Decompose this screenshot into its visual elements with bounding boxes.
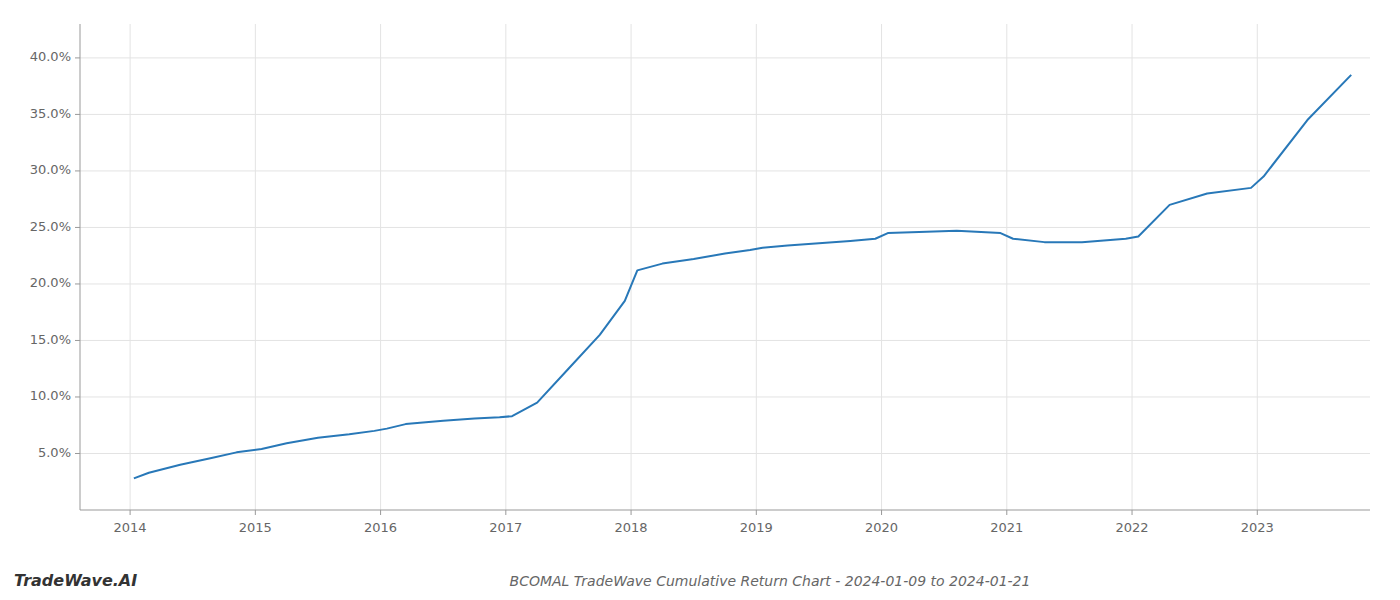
tick-mark bbox=[130, 510, 131, 515]
tick-label: 35.0% bbox=[30, 106, 71, 121]
watermark: TradeWave.AI bbox=[14, 571, 137, 590]
tick-mark bbox=[881, 510, 882, 515]
grid-line bbox=[130, 24, 131, 510]
tick-mark bbox=[756, 510, 757, 515]
tick-mark bbox=[75, 283, 80, 284]
grid-line bbox=[1132, 24, 1133, 510]
tick-label: 15.0% bbox=[30, 332, 71, 347]
line bbox=[134, 75, 1351, 478]
tick-label: 2018 bbox=[615, 520, 648, 535]
grid-line bbox=[80, 283, 1370, 284]
plot-area bbox=[134, 75, 1351, 478]
grid-line bbox=[255, 24, 256, 510]
grid-line bbox=[80, 340, 1370, 341]
tick-label: 20.0% bbox=[30, 275, 71, 290]
grid-line bbox=[505, 24, 506, 510]
tick-mark bbox=[505, 510, 506, 515]
tick-label: 2022 bbox=[1115, 520, 1148, 535]
grid-line bbox=[80, 227, 1370, 228]
x-axis-line bbox=[80, 510, 1370, 511]
tick-label: 2014 bbox=[114, 520, 147, 535]
tick-mark bbox=[1132, 510, 1133, 515]
tick-label: 2020 bbox=[865, 520, 898, 535]
tick-label: 2017 bbox=[489, 520, 522, 535]
y-axis-line bbox=[80, 24, 81, 510]
chart: 5.0% 10.0% 15.0% 20.0% 25.0% 30.0% 35.0% 40.0% 2… bbox=[0, 0, 1400, 600]
tick-mark bbox=[75, 114, 80, 115]
tick-label: 2015 bbox=[239, 520, 272, 535]
tick-mark bbox=[75, 340, 80, 341]
tick-mark bbox=[380, 510, 381, 515]
grid-line bbox=[881, 24, 882, 510]
tick-mark bbox=[75, 396, 80, 397]
grid-line bbox=[80, 396, 1370, 397]
axes: 5.0% 10.0% 15.0% 20.0% 25.0% 30.0% 35.0% 40.0% 2… bbox=[30, 24, 1370, 535]
tick-label: 2023 bbox=[1241, 520, 1274, 535]
tick-label: 25.0% bbox=[30, 219, 71, 234]
tick-mark bbox=[75, 170, 80, 171]
grid-line bbox=[631, 24, 632, 510]
grid-line bbox=[80, 453, 1370, 454]
tick-mark bbox=[1006, 510, 1007, 515]
tick-label: 2016 bbox=[364, 520, 397, 535]
grid-line bbox=[1006, 24, 1007, 510]
tick-mark bbox=[631, 510, 632, 515]
tick-mark bbox=[75, 453, 80, 454]
grid-line bbox=[380, 24, 381, 510]
title: BCOMAL TradeWave Cumulative Return Chart… bbox=[510, 573, 1031, 589]
grid-line bbox=[80, 170, 1370, 171]
tick-label: 10.0% bbox=[30, 388, 71, 403]
grid-line bbox=[756, 24, 757, 510]
grid-line bbox=[80, 114, 1370, 115]
tick-label: 2019 bbox=[740, 520, 773, 535]
grid bbox=[80, 24, 1370, 510]
tick-label: 2021 bbox=[990, 520, 1023, 535]
tick-mark bbox=[75, 57, 80, 58]
grid-line bbox=[80, 57, 1370, 58]
tick-mark bbox=[75, 227, 80, 228]
tick-label: 40.0% bbox=[30, 49, 71, 64]
tick-label: 30.0% bbox=[30, 162, 71, 177]
tick-mark bbox=[255, 510, 256, 515]
tick-mark bbox=[1257, 510, 1258, 515]
tick-label: 5.0% bbox=[38, 445, 71, 460]
grid-line bbox=[1257, 24, 1258, 510]
